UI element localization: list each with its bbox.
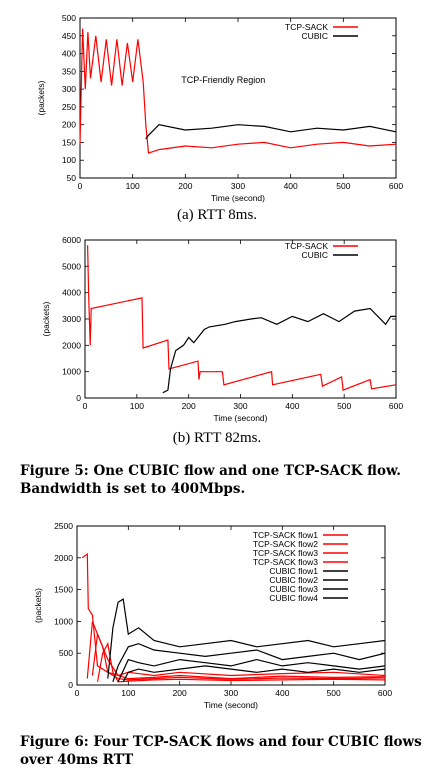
figure-6-caption: Figure 6: Four TCP-SACK flows and four C… [20, 734, 422, 768]
legend-label: TCP-SACK flow1 [253, 530, 318, 540]
x-tick-label: 100 [126, 181, 140, 191]
y-tick-label: 2000 [54, 553, 73, 563]
x-tick-label: 400 [275, 688, 289, 698]
subcaption-a: (a) RTT 8ms. [176, 207, 258, 223]
y-tick-label: 4000 [62, 288, 81, 298]
x-axis-label: Time (second) [211, 193, 265, 203]
x-tick-label: 200 [173, 688, 187, 698]
y-tick-label: 300 [62, 84, 76, 94]
subcaption-b: (b) RTT 82ms. [172, 430, 262, 446]
y-tick-label: 2000 [62, 340, 81, 350]
y-tick-label: 1000 [62, 367, 81, 377]
y-tick-label: 500 [62, 13, 76, 23]
legend-label: TCP-SACK [285, 22, 328, 32]
series-line-3 [96, 641, 386, 683]
series-line-0 [87, 245, 397, 391]
x-tick-label: 600 [389, 181, 403, 191]
chart-four-flows: 0 100 200 300 400 500 600 0 500 1000 1500 2000 2500 T… [33, 521, 392, 710]
x-tick-label: 300 [233, 401, 247, 411]
legend-label: TCP-SACK flow3 [253, 557, 318, 567]
legend-label: CUBIC [302, 31, 328, 41]
legend-label: CUBIC flow4 [269, 593, 318, 603]
x-tick-label: 0 [83, 401, 88, 411]
y-tick-label: 1500 [54, 585, 73, 595]
y-axis-label: (packets) [36, 80, 46, 115]
legend-label: CUBIC flow1 [269, 566, 318, 576]
series-line-0 [79, 28, 397, 154]
series-line-0 [81, 552, 386, 677]
plot-frame [79, 17, 397, 179]
x-axis-label: Time (second) [213, 413, 267, 423]
y-tick-label: 3000 [62, 314, 81, 324]
y-tick-label: 50 [67, 173, 77, 183]
y-axis-label: (packets) [41, 301, 51, 336]
series-line-6 [117, 658, 386, 683]
x-tick-label: 500 [336, 181, 350, 191]
plot-frame [76, 525, 386, 686]
chart-rtt-82ms: 0 100 200 300 400 500 600010002000300040005000… [41, 235, 403, 423]
series-line-7 [122, 665, 386, 683]
legend-label: TCP-SACK flow3 [253, 548, 318, 558]
x-tick-label: 400 [284, 181, 298, 191]
y-tick-label: 200 [62, 120, 76, 130]
figure-5-caption: Figure 5: One CUBIC flow and one TCP-SAC… [20, 463, 401, 497]
x-tick-label: 0 [78, 181, 83, 191]
y-tick-label: 100 [62, 155, 76, 165]
legend-label: CUBIC flow3 [269, 584, 318, 594]
x-tick-label: 300 [231, 181, 245, 191]
x-tick-label: 500 [327, 688, 341, 698]
y-axis-label: (packets) [33, 588, 43, 623]
y-tick-label: 2500 [54, 521, 73, 531]
y-tick-label: 150 [62, 137, 76, 147]
x-tick-label: 100 [130, 401, 144, 411]
y-tick-label: 0 [68, 680, 73, 690]
legend-label: TCP-SACK [285, 241, 328, 251]
series-line-1 [145, 124, 397, 140]
series-line-1 [86, 621, 386, 680]
x-tick-label: 400 [285, 401, 299, 411]
x-axis-label: Time (second) [204, 700, 258, 710]
y-tick-label: 250 [62, 102, 76, 112]
y-tick-label: 350 [62, 66, 76, 76]
y-tick-label: 450 [62, 31, 76, 41]
chart-rtt-8ms: 0 100 200 300 400 500 600 50 100 150 200 250 300 350 4… [36, 13, 403, 203]
series-line-5 [112, 643, 386, 682]
x-tick-label: 100 [121, 688, 135, 698]
series-line-1 [162, 307, 396, 394]
annotation-label: TCP-Friendly Region [181, 75, 265, 85]
y-tick-label: 0 [76, 393, 81, 403]
plot-frame [84, 239, 397, 399]
series-line-2 [91, 631, 386, 681]
y-tick-label: 6000 [62, 235, 81, 245]
legend-label: CUBIC [302, 250, 328, 260]
x-tick-label: 200 [178, 181, 192, 191]
y-tick-label: 5000 [62, 261, 81, 271]
y-tick-label: 1000 [54, 616, 73, 626]
series-line-4 [107, 598, 386, 679]
x-tick-label: 300 [224, 688, 238, 698]
x-tick-label: 600 [389, 401, 403, 411]
x-tick-label: 200 [182, 401, 196, 411]
y-tick-label: 400 [62, 49, 76, 59]
x-tick-label: 0 [75, 688, 80, 698]
legend-label: CUBIC flow2 [269, 575, 318, 585]
legend-label: TCP-SACK flow2 [253, 539, 318, 549]
x-tick-label: 500 [337, 401, 351, 411]
x-tick-label: 600 [378, 688, 392, 698]
y-tick-label: 500 [59, 648, 73, 658]
